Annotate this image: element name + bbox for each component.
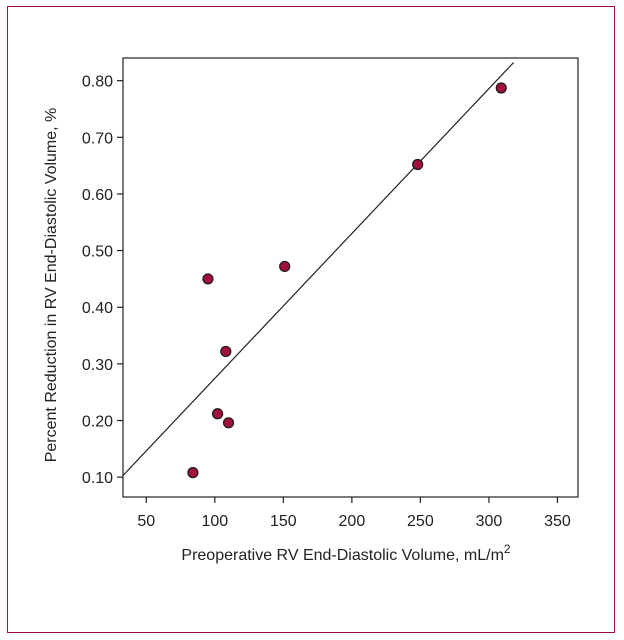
y-tick-label: 0.40 — [82, 300, 113, 317]
y-tick-label: 0.50 — [82, 244, 113, 261]
data-point — [495, 82, 507, 94]
data-points — [187, 82, 507, 479]
data-point — [220, 345, 232, 358]
y-tick-label: 0.70 — [82, 130, 113, 147]
tick-group: 0.10 0.20 0.30 0.40 0.50 0.60 0.70 0.80 50 100 150… — [82, 74, 571, 530]
figure-frame — [7, 6, 615, 633]
fit-line-group — [122, 62, 515, 476]
plot-area-border — [122, 57, 579, 498]
x-axis-title-text: Preoperative RV End-Diastolic Volume, mL… — [181, 547, 504, 564]
y-axis-title: Percent Reduction in RV End-Diastolic Vo… — [43, 108, 60, 463]
x-tick-label: 350 — [544, 513, 571, 530]
x-tick-label: 100 — [201, 513, 228, 530]
data-point — [279, 260, 291, 273]
regression-line — [122, 62, 515, 476]
data-point — [202, 273, 214, 285]
data-point — [187, 467, 199, 479]
x-tick-label: 200 — [339, 513, 366, 530]
plot-axes — [122, 57, 579, 498]
x-tick-label: 50 — [137, 513, 155, 530]
y-tick-label: 0.60 — [82, 187, 113, 204]
x-tick-label: 300 — [476, 513, 503, 530]
y-tick-label: 0.10 — [82, 470, 113, 487]
x-tick-label: 250 — [407, 513, 434, 530]
x-axis-title: Preoperative RV End-Diastolic Volume, mL… — [181, 542, 511, 564]
x-tick-label: 150 — [270, 513, 297, 530]
x-axis-title-superscript: 2 — [504, 542, 511, 556]
data-point — [412, 158, 424, 171]
y-tick-label: 0.30 — [82, 357, 113, 374]
data-point — [222, 417, 235, 429]
y-tick-label: 0.80 — [82, 74, 113, 91]
data-point — [211, 408, 224, 420]
y-tick-label: 0.20 — [82, 414, 113, 431]
